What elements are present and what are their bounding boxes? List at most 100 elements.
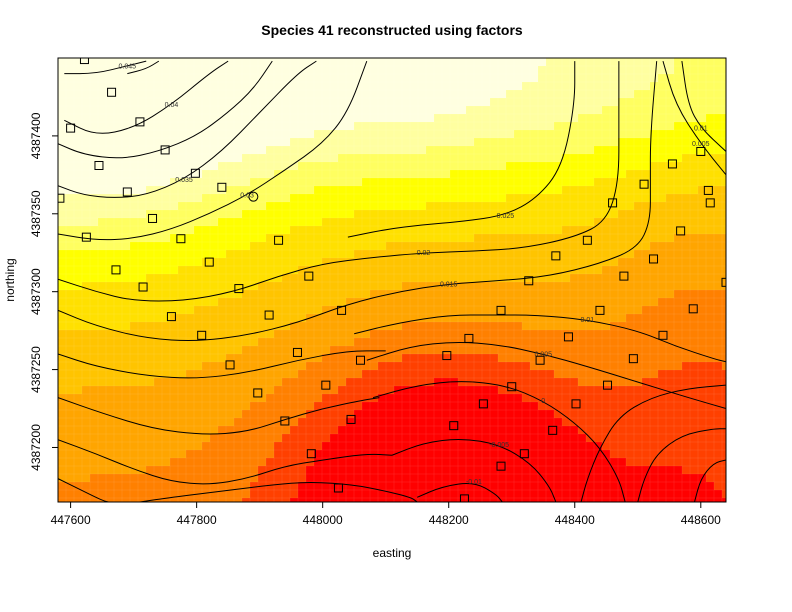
heat-cell bbox=[706, 82, 715, 91]
heat-cell bbox=[234, 498, 243, 502]
heat-cell bbox=[298, 450, 307, 459]
heat-cell bbox=[250, 330, 259, 339]
heat-cell bbox=[154, 322, 163, 331]
heat-cell bbox=[274, 66, 283, 75]
heat-cell bbox=[202, 258, 211, 267]
heat-cell bbox=[426, 210, 435, 219]
heat-cell bbox=[122, 226, 131, 235]
heat-cell bbox=[82, 146, 91, 155]
heat-cell bbox=[666, 338, 675, 347]
heat-cell bbox=[362, 378, 371, 387]
heat-cell bbox=[82, 418, 91, 427]
heat-cell bbox=[698, 186, 707, 195]
heat-cell bbox=[218, 490, 227, 499]
heat-cell bbox=[226, 466, 235, 475]
heat-cell bbox=[58, 178, 67, 187]
heat-cell bbox=[122, 178, 131, 187]
heat-cell bbox=[234, 322, 243, 331]
heat-cell bbox=[690, 74, 699, 83]
heat-cell bbox=[586, 138, 595, 147]
heat-cell bbox=[194, 178, 203, 187]
heat-cell bbox=[722, 210, 726, 219]
heat-cell bbox=[90, 98, 99, 107]
heat-cell bbox=[370, 186, 379, 195]
heat-cell bbox=[378, 426, 387, 435]
heat-cell bbox=[722, 122, 726, 131]
heat-cell bbox=[482, 290, 491, 299]
heat-cell bbox=[274, 58, 283, 67]
heat-cell bbox=[394, 402, 403, 411]
heat-cell bbox=[314, 250, 323, 259]
heat-cell bbox=[74, 250, 83, 259]
heat-cell bbox=[298, 290, 307, 299]
heat-cell bbox=[682, 330, 691, 339]
heat-cell bbox=[506, 234, 515, 243]
heat-cell bbox=[594, 338, 603, 347]
heat-cell bbox=[714, 138, 723, 147]
heat-cell bbox=[426, 322, 435, 331]
heat-cell bbox=[378, 170, 387, 179]
heat-cell bbox=[618, 322, 627, 331]
heat-cell bbox=[602, 338, 611, 347]
heat-cell bbox=[634, 418, 643, 427]
heat-cell bbox=[218, 170, 227, 179]
heat-cell bbox=[402, 290, 411, 299]
heat-cell bbox=[322, 354, 331, 363]
heat-cell bbox=[402, 154, 411, 163]
heat-cell bbox=[354, 370, 363, 379]
heat-cell bbox=[450, 210, 459, 219]
heat-cell bbox=[490, 106, 499, 115]
heat-cell bbox=[130, 242, 139, 251]
heat-cell bbox=[578, 306, 587, 315]
heat-cell bbox=[578, 490, 587, 499]
heat-cell bbox=[114, 194, 123, 203]
heat-cell bbox=[386, 90, 395, 99]
heat-cell bbox=[674, 474, 683, 483]
heat-cell bbox=[626, 346, 635, 355]
heat-cell bbox=[586, 122, 595, 131]
heat-cell bbox=[146, 162, 155, 171]
heat-cell bbox=[498, 418, 507, 427]
heat-cell bbox=[58, 450, 67, 459]
heat-cell bbox=[154, 66, 163, 75]
heat-cell bbox=[418, 90, 427, 99]
heat-cell bbox=[602, 218, 611, 227]
heat-cell bbox=[650, 154, 659, 163]
heat-cell bbox=[714, 418, 723, 427]
heat-cell bbox=[106, 314, 115, 323]
heat-cell bbox=[234, 82, 243, 91]
heat-cell bbox=[170, 82, 179, 91]
heat-cell bbox=[266, 442, 275, 451]
heat-cell bbox=[58, 74, 67, 83]
heat-cell bbox=[402, 162, 411, 171]
heat-cell bbox=[346, 442, 355, 451]
heat-cell bbox=[426, 242, 435, 251]
heat-cell bbox=[74, 434, 83, 443]
heat-cell bbox=[370, 442, 379, 451]
heat-cell bbox=[114, 66, 123, 75]
heat-cell bbox=[690, 394, 699, 403]
heat-cell bbox=[658, 266, 667, 275]
heat-cell bbox=[154, 162, 163, 171]
heat-cell bbox=[642, 218, 651, 227]
heat-cell bbox=[138, 210, 147, 219]
heat-cell bbox=[634, 138, 643, 147]
heat-cell bbox=[122, 74, 131, 83]
heat-cell bbox=[410, 234, 419, 243]
heat-cell bbox=[658, 314, 667, 323]
heat-cell bbox=[570, 202, 579, 211]
heat-cell bbox=[642, 186, 651, 195]
heat-cell bbox=[170, 74, 179, 83]
heat-cell bbox=[210, 306, 219, 315]
heat-cell bbox=[394, 322, 403, 331]
heat-cell bbox=[274, 354, 283, 363]
heat-cell bbox=[570, 290, 579, 299]
heat-cell bbox=[202, 378, 211, 387]
heat-cell bbox=[570, 122, 579, 131]
heat-cell bbox=[698, 482, 707, 491]
heat-cell bbox=[170, 266, 179, 275]
heat-cell bbox=[314, 498, 323, 502]
heat-cell bbox=[234, 138, 243, 147]
heat-cell bbox=[658, 466, 667, 475]
heat-cell bbox=[642, 90, 651, 99]
